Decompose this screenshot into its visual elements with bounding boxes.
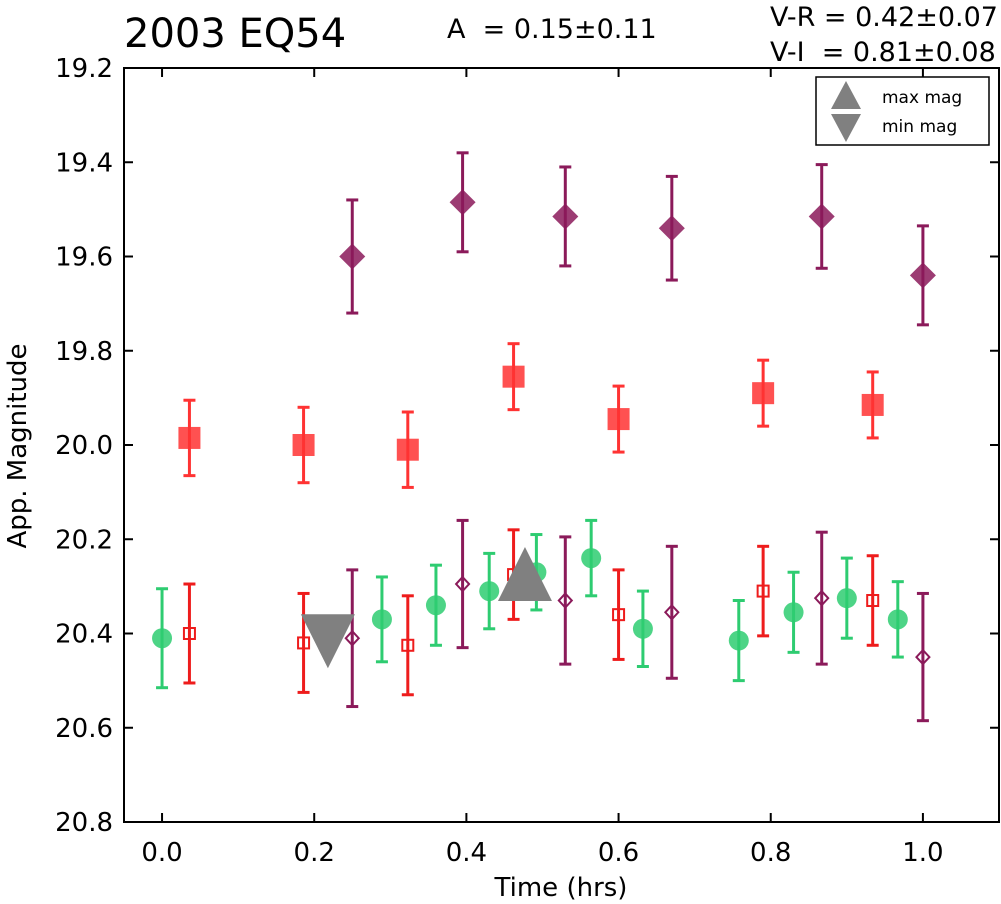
data-point-s1-p4	[607, 408, 630, 431]
x-tick-label-0: 0.0	[141, 838, 182, 868]
color-indices: V-R = 0.42±0.07 V-I = 0.81±0.08	[770, 0, 998, 70]
data-point-s2-p9	[836, 588, 857, 609]
data-point-s1-p5	[752, 382, 775, 405]
legend-label-0: max mag	[882, 88, 962, 108]
data-point-s3-p4	[612, 608, 626, 622]
data-point-s2-p3	[479, 581, 500, 602]
x-tick-label-4: 0.8	[750, 838, 791, 868]
data-point-s2-p5	[581, 548, 602, 569]
data-point-s0-p5	[909, 262, 936, 289]
data-point-s2-p10	[887, 609, 908, 630]
x-tick-label-2: 0.4	[446, 838, 487, 868]
data-point-s0-p4	[808, 203, 835, 230]
legend-marker-1	[831, 114, 861, 142]
data-point-s3-p1	[297, 636, 311, 650]
y-tick-label-8: 20.8	[55, 808, 113, 838]
v-r-label: V-R = 0.42±0.07	[769, 2, 998, 33]
y-tick-label-7: 20.6	[55, 714, 113, 744]
data-point-s1-p6	[861, 393, 884, 416]
data-point-s6-p0	[300, 614, 355, 669]
chart-title: 2003 EQ54	[124, 11, 347, 57]
legend-label-1: min mag	[882, 117, 957, 137]
plot-frame	[123, 67, 1000, 823]
x-tick-label-1: 0.2	[294, 838, 335, 868]
y-tick-label-3: 19.8	[55, 337, 113, 367]
data-point-s1-p2	[396, 438, 419, 461]
data-point-s4-p5	[915, 648, 931, 666]
y-tick-label-1: 19.4	[55, 148, 113, 178]
data-point-s4-p1	[454, 575, 471, 593]
y-tick-label-4: 20.0	[55, 431, 113, 461]
y-tick-label-0: 19.2	[55, 54, 113, 84]
data-point-s0-p3	[658, 215, 685, 242]
data-point-s3-p0	[182, 627, 196, 640]
data-point-s4-p0	[344, 629, 361, 647]
x-tick-label-5: 1.0	[902, 838, 943, 868]
data-point-s1-p0	[178, 426, 201, 449]
data-point-s0-p0	[339, 243, 366, 270]
chart-axes: 0.0 0.2 0.4 0.6 0.8 1.0 19.2 19.4 19.6 19.8 20.0 20…	[55, 54, 1000, 868]
data-point-s3-p6	[866, 594, 880, 608]
data-point-s2-p0	[152, 628, 173, 649]
y-axis-label: App. Magnitude	[3, 343, 33, 548]
amplitude-label: A = 0.15±0.11	[447, 14, 657, 45]
data-point-s2-p2	[425, 595, 446, 616]
data-point-s4-p4	[813, 589, 830, 607]
y-tick-label-6: 20.4	[55, 620, 113, 650]
data-point-s0-p1	[449, 189, 476, 216]
data-point-s2-p1	[371, 609, 392, 630]
x-tick-label-3: 0.6	[598, 838, 639, 868]
chart-legend: max mag min mag	[815, 76, 990, 146]
y-tick-label-2: 19.6	[55, 243, 113, 273]
data-point-s4-p3	[663, 603, 680, 621]
y-tick-label-5: 20.2	[55, 525, 113, 555]
data-point-s3-p5	[756, 584, 770, 598]
chart-marks	[152, 151, 936, 723]
legend-marker-0	[831, 81, 861, 109]
v-i-label: V-I = 0.81±0.08	[769, 37, 996, 68]
data-point-s2-p7	[728, 630, 749, 651]
data-point-s4-p2	[557, 592, 574, 609]
data-point-s2-p6	[632, 618, 653, 639]
data-point-s0-p2	[552, 203, 579, 230]
data-point-s1-p3	[502, 365, 525, 388]
data-point-s2-p8	[783, 602, 804, 623]
data-point-s5-p0	[497, 546, 552, 601]
data-point-s1-p1	[292, 434, 315, 456]
data-point-s3-p2	[401, 638, 415, 652]
x-axis-label: Time (hrs)	[494, 873, 628, 903]
